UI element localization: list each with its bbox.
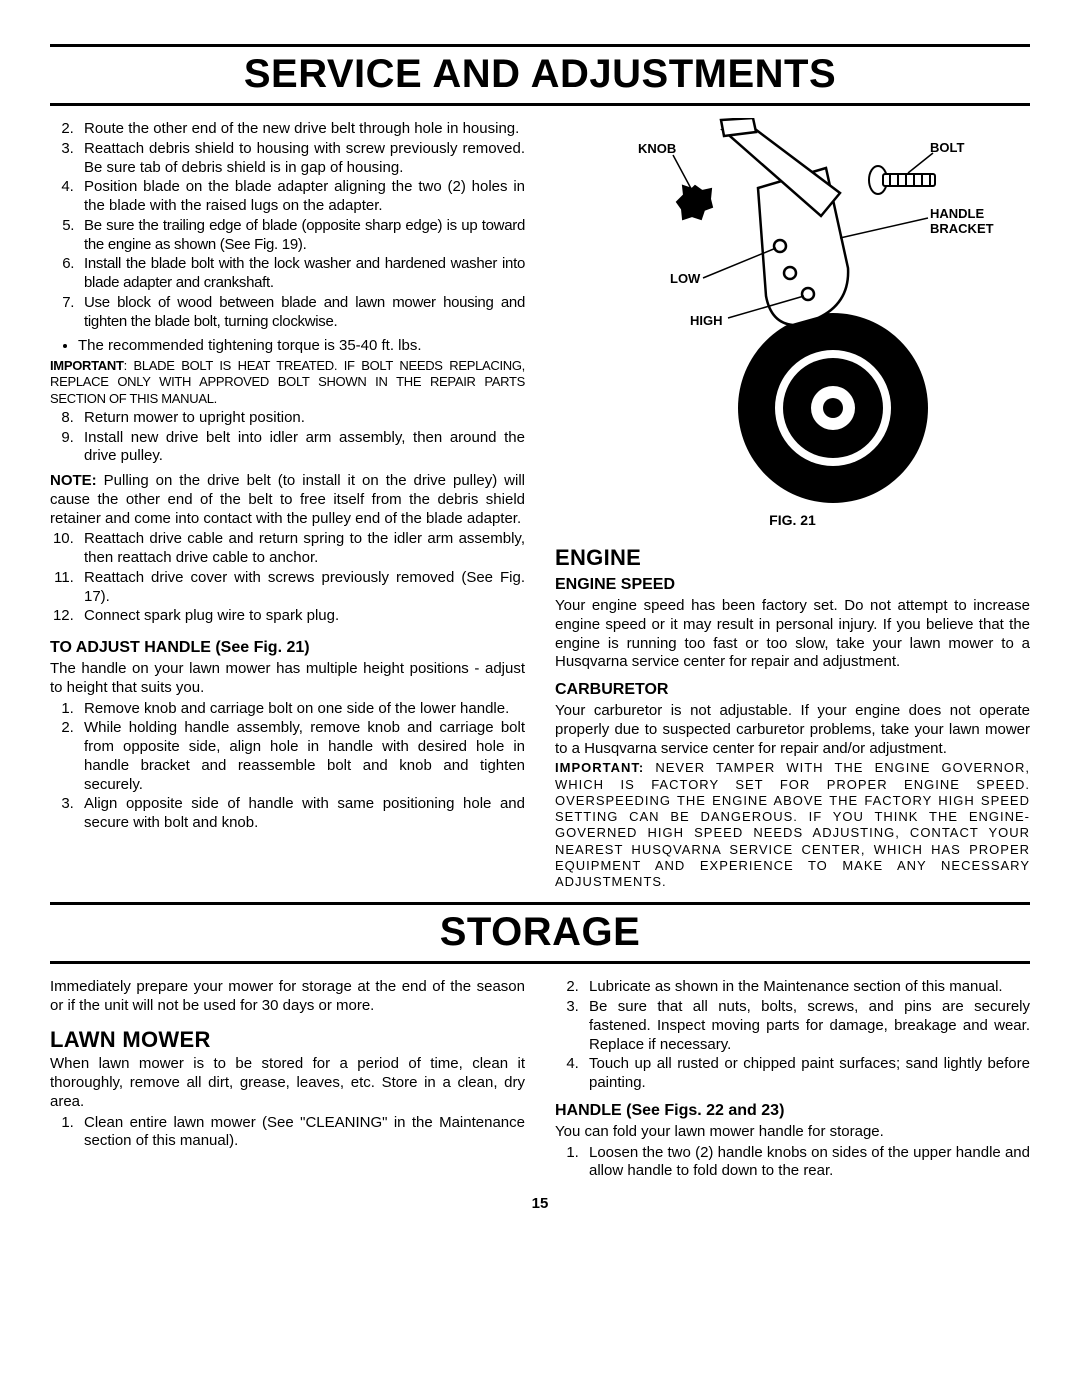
storage-handle-heading: HANDLE (See Figs. 22 and 23) — [555, 1101, 1030, 1121]
note-belt: NOTE: Pulling on the drive belt (to inst… — [50, 472, 525, 528]
fig-label-bolt: BOLT — [930, 140, 964, 155]
engine-heading: ENGINE — [555, 544, 1030, 572]
storage-left-col: Immediately prepare your mower for stora… — [50, 976, 525, 1187]
step-c12: Connect spark plug wire to spark plug. — [78, 607, 525, 626]
step-a6: Install the blade bolt with the lock was… — [78, 255, 525, 293]
step-a2: Route the other end of the new drive bel… — [78, 120, 525, 139]
storage-handle-steps: Loosen the two (2) handle knobs on sides… — [555, 1144, 1030, 1182]
steps-a: Route the other end of the new drive bel… — [50, 120, 525, 331]
note-text: Pulling on the drive belt (to install it… — [50, 472, 525, 527]
figure-21-caption: FIG. 21 — [555, 512, 1030, 530]
adjust-handle-steps: Remove knob and carriage bolt on one sid… — [50, 700, 525, 833]
wheel-icon — [738, 313, 928, 503]
figure-21: KNOB BOLT HANDLE BRACKET LOW HIGH FIG. 2… — [555, 118, 1030, 534]
step-a5: Be sure the trailing edge of blade (oppo… — [78, 217, 525, 255]
st-r-2: Lubricate as shown in the Maintenance se… — [583, 978, 1030, 997]
bullet-list: The recommended tightening torque is 35-… — [50, 337, 525, 356]
figure-21-svg: KNOB BOLT HANDLE BRACKET LOW HIGH — [578, 118, 1008, 508]
fig-label-knob: KNOB — [638, 141, 676, 156]
fig-label-hb2: BRACKET — [930, 221, 994, 236]
carburetor-heading: CARBURETOR — [555, 680, 1030, 700]
step-a7: Use block of wood between blade and lawn… — [78, 294, 525, 332]
banner-service: SERVICE AND ADJUSTMENTS — [50, 49, 1030, 99]
engine-speed-p: Your engine speed has been factory set. … — [555, 597, 1030, 672]
storage-right-col: Lubricate as shown in the Maintenance se… — [555, 976, 1030, 1187]
rule-mid-thick — [50, 902, 1030, 905]
important-label-b: IMPORTANT: — [555, 760, 644, 775]
carburetor-p: Your carburetor is not adjustable. If yo… — [555, 702, 1030, 758]
storage-columns: Immediately prepare your mower for stora… — [50, 976, 1030, 1187]
service-right-col: KNOB BOLT HANDLE BRACKET LOW HIGH FIG. 2… — [555, 118, 1030, 892]
st-r-4: Touch up all rusted or chipped paint sur… — [583, 1055, 1030, 1093]
rule-top-thick — [50, 44, 1030, 47]
important-bolt: IMPORTANT: BLADE BOLT IS HEAT TREATED. I… — [50, 358, 525, 407]
service-columns: Route the other end of the new drive bel… — [50, 118, 1030, 892]
step-c11: Reattach drive cover with screws previou… — [78, 569, 525, 607]
fig-label-hb1: HANDLE — [930, 206, 984, 221]
fig-label-low: LOW — [670, 271, 701, 286]
important-text-b: NEVER TAMPER WITH THE ENGINE GOVERNOR, W… — [555, 760, 1030, 889]
page-number: 15 — [50, 1195, 1030, 1214]
knob-icon — [677, 186, 712, 219]
steps-c: Reattach drive cable and return spring t… — [50, 530, 525, 626]
bolt-icon — [869, 166, 935, 194]
storage-right-steps: Lubricate as shown in the Maintenance se… — [555, 978, 1030, 1093]
engine-speed-heading: ENGINE SPEED — [555, 575, 1030, 595]
lawn-mower-heading: LAWN MOWER — [50, 1026, 525, 1054]
steps-b: Return mower to upright position. Instal… — [50, 409, 525, 466]
storage-intro: Immediately prepare your mower for stora… — [50, 978, 525, 1016]
st-r-3: Be sure that all nuts, bolts, screws, an… — [583, 998, 1030, 1054]
storage-left-steps: Clean entire lawn mower (See "CLEANING" … — [50, 1114, 525, 1152]
lawn-mower-p: When lawn mower is to be stored for a pe… — [50, 1055, 525, 1111]
banner-storage: STORAGE — [50, 907, 1030, 957]
storage-handle-p: You can fold your lawn mower handle for … — [555, 1123, 1030, 1142]
bullet-torque: The recommended tightening torque is 35-… — [78, 337, 525, 356]
adjust-handle-heading: TO ADJUST HANDLE (See Fig. 21) — [50, 638, 525, 658]
step-b8: Return mower to upright position. — [78, 409, 525, 428]
sth-1: Loosen the two (2) handle knobs on sides… — [583, 1144, 1030, 1182]
ah-step1: Remove knob and carriage bolt on one sid… — [78, 700, 525, 719]
service-left-col: Route the other end of the new drive bel… — [50, 118, 525, 892]
step-a3: Reattach debris shield to housing with s… — [78, 140, 525, 178]
adjust-handle-p: The handle on your lawn mower has multip… — [50, 660, 525, 698]
important-label-a: IMPORTANT — [50, 358, 124, 373]
ah-step2: While holding handle assembly, remove kn… — [78, 719, 525, 794]
ah-step3: Align opposite side of handle with same … — [78, 795, 525, 833]
step-a4: Position blade on the blade adapter alig… — [78, 178, 525, 216]
fig-label-high: HIGH — [690, 313, 723, 328]
step-c10: Reattach drive cable and return spring t… — [78, 530, 525, 568]
rule-mid-thick2 — [50, 961, 1030, 964]
important-governor: IMPORTANT: NEVER TAMPER WITH THE ENGINE … — [555, 760, 1030, 890]
step-b9: Install new drive belt into idler arm as… — [78, 429, 525, 467]
st-l-1: Clean entire lawn mower (See "CLEANING" … — [78, 1114, 525, 1152]
note-label: NOTE: — [50, 472, 97, 489]
rule-top-thick2 — [50, 103, 1030, 106]
